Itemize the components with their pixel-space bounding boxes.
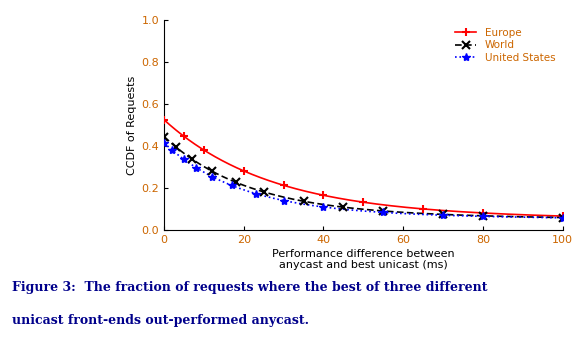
Text: unicast front-ends out-performed anycast.: unicast front-ends out-performed anycast…: [12, 314, 309, 327]
X-axis label: Performance difference between
anycast and best unicast (ms): Performance difference between anycast a…: [272, 249, 455, 270]
Legend: Europe, World, United States: Europe, World, United States: [451, 23, 560, 67]
Text: Figure 3:  The fraction of requests where the best of three different: Figure 3: The fraction of requests where…: [12, 281, 487, 293]
Y-axis label: CCDF of Requests: CCDF of Requests: [127, 75, 137, 175]
